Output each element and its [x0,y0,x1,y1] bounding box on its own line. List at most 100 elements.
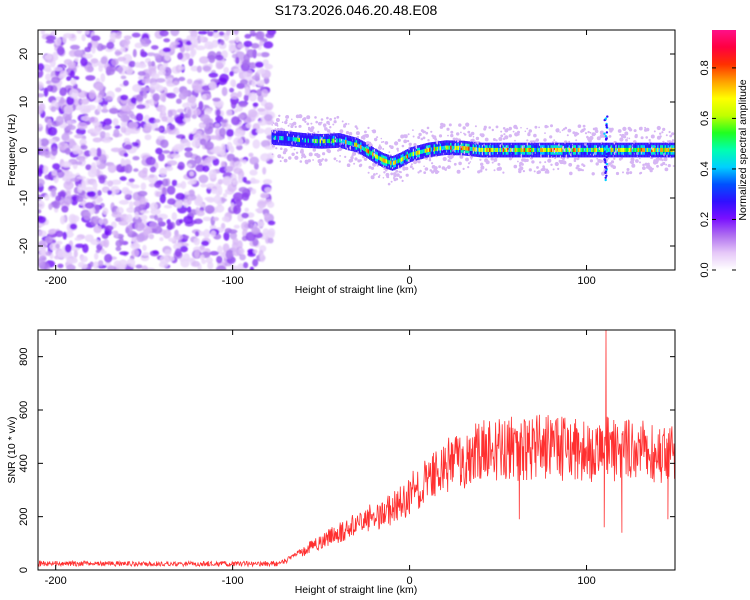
spectrogram-noise-cell [85,164,92,171]
spectrogram-halo-cell [490,157,494,161]
spectrogram-halo-cell [412,129,414,132]
spectrogram-band-peak [613,147,616,152]
spectrogram-noise-cell [39,138,50,147]
spectrogram-halo-cell [417,171,420,174]
spectrogram-noise-cell [214,123,221,128]
spectrogram-noise-cell [264,63,273,70]
spectrogram-band-peak [501,147,503,152]
spectrogram-noise-cell [97,190,102,196]
spectrogram-halo-cell [635,159,639,163]
spectrogram-noise-cell [166,160,178,166]
spectrogram-band-peak [487,147,490,152]
spectrogram-noise-cell [246,49,256,58]
spectrogram-halo-cell [664,167,669,172]
spectrogram-band-peak [412,151,415,156]
spectrogram-band-peak [607,147,610,152]
spectrogram-band-peak [567,147,569,152]
spectrogram-band-peak [654,147,656,152]
spectrogram-noise-cell [101,137,112,143]
spectrogram-noise-cell [57,250,66,259]
spectrogram-noise-cell [237,114,245,119]
spectrogram-halo-cell [495,139,498,142]
spectrogram-halo-cell [383,171,386,174]
spectrogram-band-peak [486,147,488,152]
spectrogram-band-peak [576,147,578,152]
spectrogram-noise-cell [251,80,256,87]
spectrogram-noise-cell [264,114,273,122]
spectrogram-band-peak [577,147,580,152]
spectrogram-noise-cell [104,253,113,263]
spectrogram-band-peak [295,137,298,142]
spectrogram-noise-cell [217,199,223,207]
spectrogram-band-peak [630,147,632,152]
spectrogram-band-peak [538,147,541,152]
spectrogram-noise-cell [105,48,113,53]
spectrogram-noise-cell [217,179,224,185]
spectrogram-halo-cell [458,161,462,166]
spectrogram-band-peak [546,147,548,152]
spectrogram-noise-cell [208,169,217,179]
spectrogram-noise-cell [234,161,242,168]
spectrogram-noise-cell [66,120,76,124]
spectrogram-band-peak [400,157,403,162]
spectrogram-halo-cell [504,135,509,140]
spectrogram-halo-cell [288,156,292,160]
spectrogram-noise-cell [125,65,134,75]
spectrogram-noise-cell [231,79,237,88]
spectrogram-halo-cell [485,160,490,165]
spectrogram-noise-cell [115,246,122,252]
spectrogram-y-tick-label: 10 [18,96,30,108]
spectrogram-noise-cell [52,199,61,209]
spectrogram-noise-cell [130,242,141,250]
spectrogram-noise-cell [141,265,148,270]
spectrogram-noise-cell [58,99,66,104]
spectrogram-halo-cell [374,137,378,142]
spectrogram-halo-cell [667,164,671,168]
spectrogram-noise-cell [38,200,45,210]
spectrogram-transient-cell [603,158,606,161]
spectrogram-halo-cell [515,127,519,130]
spectrogram-halo-cell [438,165,441,169]
spectrogram-halo-cell [275,147,278,150]
spectrogram-halo-cell [655,156,660,161]
spectrogram-noise-cell [233,68,244,73]
spectrogram-noise-cell [136,233,145,243]
spectrogram-halo-cell [274,128,277,131]
snr-panel: -200 -100 0 100 0 200 400 600 800 Height of stra… [6,329,676,596]
spectrogram-noise-cell [88,116,99,124]
spectrogram-band-peak [561,147,563,152]
spectrogram-halo-cell [370,166,375,170]
spectrogram-halo-cell [275,118,280,122]
spectrogram-halo-cell [491,161,494,164]
spectrogram-noise-cell [66,96,75,106]
spectrogram-noise-cell [118,199,130,205]
spectrogram-halo-cell [387,182,391,186]
spectrogram-halo-cell [522,170,526,173]
spectrogram-noise-cell [198,101,204,111]
spectrogram-halo-cell [568,162,573,167]
spectrogram-halo-cell [612,165,616,169]
spectrogram-halo-cell [395,169,399,173]
spectrogram-noise-cell [260,140,271,148]
spectrogram-band-peak [660,147,662,152]
spectrogram-halo-cell [384,168,388,172]
spectrogram-band-peak [600,147,602,152]
spectrogram-halo-cell [445,167,448,169]
spectrogram-noise-cell [108,107,119,114]
spectrogram-noise-cell [220,149,226,157]
spectrogram-band-peak [508,147,511,152]
spectrogram-noise-cell [164,52,171,61]
spectrogram-halo-cell [397,138,401,142]
spectrogram-noise-cell [233,167,243,175]
spectrogram-noise-cell [132,84,143,93]
spectrogram-x-tick-label: -200 [45,275,67,287]
spectrogram-halo-cell [396,173,400,177]
spectrogram-noise-cell [175,134,186,139]
spectrogram-noise-cell [80,57,88,67]
spectrogram-halo-cell [508,126,512,131]
spectrogram-noise-cell [131,142,139,147]
spectrogram-noise-cell [199,56,209,64]
spectrogram-noise-cell [202,216,212,222]
spectrogram-noise-cell [152,93,160,102]
spectrogram-halo-cell [642,163,645,167]
